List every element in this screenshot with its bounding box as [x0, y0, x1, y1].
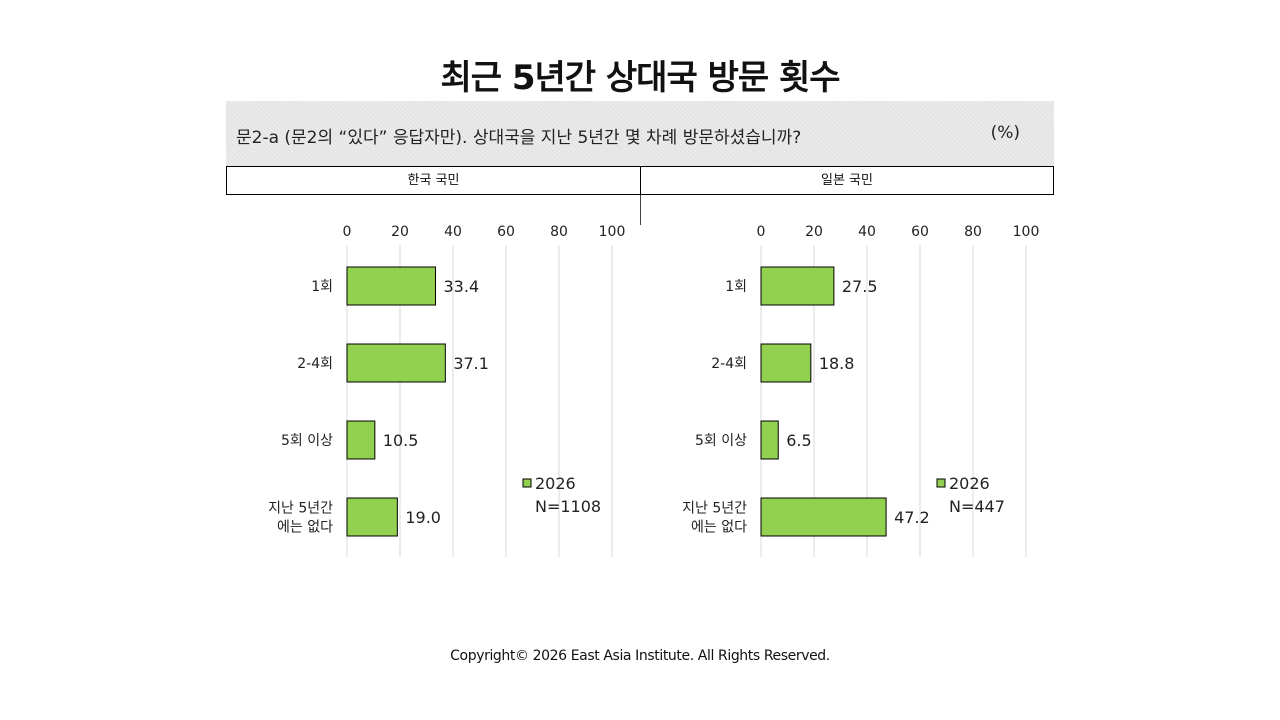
chart-japan: 0 20 40 60 80 100 1회 27.5 2-4회 18.8 5회 이상 6.5 지난 5년간… — [640, 215, 1054, 565]
japan-value-label: 6.5 — [786, 431, 811, 450]
panel-header-korea: 한국 국민 — [226, 166, 641, 195]
copyright: Copyright© 2026 East Asia Institute. All… — [450, 648, 830, 664]
korea-category-label: 지난 5년간 에는 없다 — [268, 501, 333, 536]
korea-bar — [346, 343, 446, 383]
japan-tick-label-40: 40 — [858, 224, 876, 240]
chart-korea: 0 20 40 60 80 100 1회 33.4 2-4회 37.1 5회 이상 10.5 지난 5년… — [226, 215, 640, 565]
korea-value-label: 37.1 — [453, 354, 489, 373]
korea-bar — [346, 266, 437, 306]
japan-bar — [760, 343, 812, 383]
japan-tick-label-0: 0 — [757, 224, 766, 240]
korea-category-label: 2-4회 — [297, 356, 333, 372]
unit-label: (%) — [990, 123, 1020, 143]
korea-tick-label-80: 80 — [550, 224, 568, 240]
korea-category-label: 5회 이상 — [281, 433, 333, 449]
korea-value-label: 33.4 — [444, 277, 480, 296]
korea-bar — [346, 497, 398, 537]
question-box: 문2-a (문2의 “있다” 응답자만). 상대국을 지난 5년간 몇 차례 방… — [226, 101, 1054, 166]
japan-bar — [760, 266, 835, 306]
japan-legend-label: 2026 — [949, 474, 990, 493]
japan-tick-label-60: 60 — [911, 224, 929, 240]
panel-divider — [640, 195, 641, 225]
korea-tick-label-0: 0 — [343, 224, 352, 240]
korea-tick-label-20: 20 — [391, 224, 409, 240]
japan-legend-swatch — [936, 478, 946, 488]
japan-value-label: 47.2 — [894, 508, 930, 527]
japan-tick-label-80: 80 — [964, 224, 982, 240]
page-title: 최근 5년간 상대국 방문 횟수 — [440, 58, 840, 98]
japan-value-label: 27.5 — [842, 277, 878, 296]
japan-category-label: 2-4회 — [711, 356, 747, 372]
korea-legend-note: N=1108 — [535, 497, 601, 516]
korea-bar — [346, 420, 376, 460]
panel-header-japan: 일본 국민 — [640, 166, 1054, 195]
japan-legend-note: N=447 — [949, 497, 1005, 516]
korea-value-label: 19.0 — [405, 508, 441, 527]
chart-japan-svg: 0 20 40 60 80 100 1회 27.5 2-4회 18.8 5회 이상 6.5 지난 5년간… — [682, 224, 1040, 557]
chart-korea-svg: 0 20 40 60 80 100 1회 33.4 2-4회 37.1 5회 이상 10.5 지난 5년… — [268, 224, 626, 557]
korea-tick-label-100: 100 — [599, 224, 626, 240]
korea-legend-label: 2026 — [535, 474, 576, 493]
korea-value-label: 10.5 — [383, 431, 419, 450]
japan-category-label: 1회 — [725, 279, 747, 295]
korea-category-label: 1회 — [311, 279, 333, 295]
japan-bar — [760, 497, 887, 537]
japan-category-label: 5회 이상 — [695, 433, 747, 449]
japan-bar — [760, 420, 779, 460]
korea-tick-label-40: 40 — [444, 224, 462, 240]
question-text: 문2-a (문2의 “있다” 응답자만). 상대국을 지난 5년간 몇 차례 방… — [236, 128, 802, 148]
japan-value-label: 18.8 — [819, 354, 855, 373]
japan-tick-label-20: 20 — [805, 224, 823, 240]
korea-legend-swatch — [522, 478, 532, 488]
japan-category-label: 지난 5년간 에는 없다 — [682, 501, 747, 536]
japan-tick-label-100: 100 — [1013, 224, 1040, 240]
korea-tick-label-60: 60 — [497, 224, 515, 240]
